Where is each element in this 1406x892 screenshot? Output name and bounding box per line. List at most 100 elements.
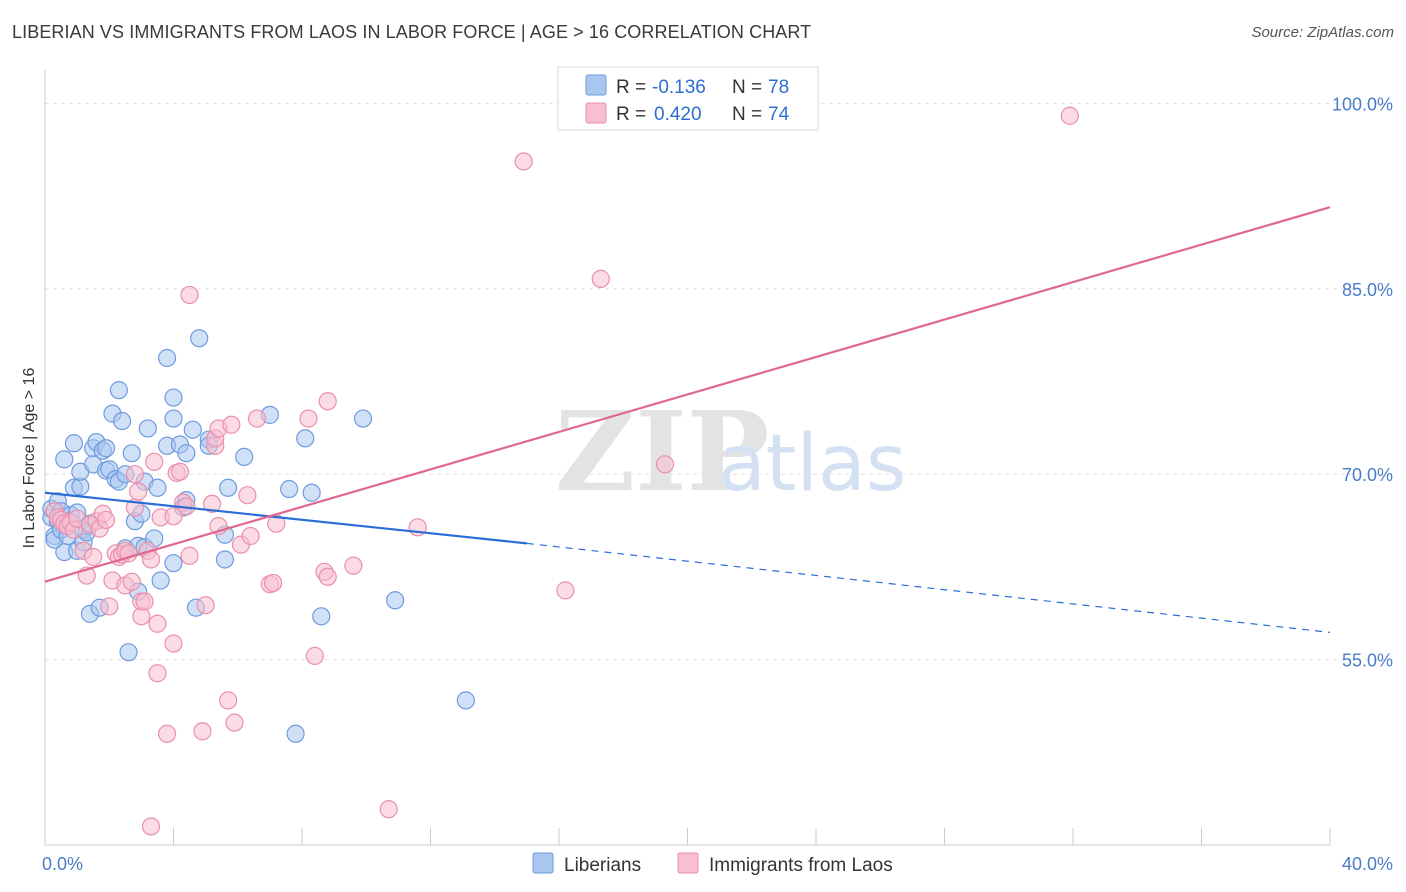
legend-swatch-liberians xyxy=(585,74,607,96)
point-laos-72 xyxy=(514,152,533,171)
point-laos-60 xyxy=(247,409,267,428)
legend: R = -0.136 N = 78 R = 0.420 N = 74 xyxy=(557,66,819,131)
point-laos-69 xyxy=(344,556,363,575)
point-laos-65 xyxy=(305,646,324,665)
point-laos-64 xyxy=(299,409,318,428)
point-liberians-68 xyxy=(235,447,254,466)
point-laos-11 xyxy=(84,547,103,567)
bottom-legend-label-liberians: Liberians xyxy=(564,855,641,876)
point-liberians-71 xyxy=(286,724,305,743)
point-laos-32 xyxy=(141,817,161,836)
point-laos-67 xyxy=(318,567,337,586)
trend-line-liberians xyxy=(44,491,527,545)
point-laos-36 xyxy=(148,664,167,683)
point-liberians-60 xyxy=(183,420,202,439)
point-liberians-74 xyxy=(312,607,331,626)
point-laos-15 xyxy=(96,510,116,530)
chart-title: LIBERIAN VS IMMIGRANTS FROM LAOS IN LABO… xyxy=(12,22,812,42)
point-laos-25 xyxy=(125,465,145,484)
point-laos-30 xyxy=(135,592,154,611)
point-laos-74 xyxy=(591,269,610,288)
point-liberians-39 xyxy=(119,643,138,662)
point-laos-47 xyxy=(193,722,212,741)
point-laos-59 xyxy=(241,526,260,546)
point-laos-38 xyxy=(157,724,177,743)
point-laos-68 xyxy=(318,392,337,411)
point-laos-49 xyxy=(202,494,222,513)
point-liberians-76 xyxy=(386,591,405,610)
legend-r-label-laos: R = xyxy=(616,104,646,125)
y-tick-label-1: 70.0% xyxy=(1342,465,1393,485)
point-liberians-36 xyxy=(112,411,132,431)
point-laos-16 xyxy=(100,597,119,616)
point-laos-76 xyxy=(1060,106,1079,125)
point-liberians-73 xyxy=(302,483,321,502)
point-laos-35 xyxy=(148,614,167,633)
point-laos-29 xyxy=(132,607,151,626)
trend-line-laos xyxy=(44,206,1331,583)
bottom-legend-swatch-laos xyxy=(677,852,699,874)
x-tick-labels: 0.0% 40.0% xyxy=(42,854,1393,874)
point-liberians-29 xyxy=(96,439,116,458)
point-laos-46 xyxy=(180,546,199,565)
legend-n-label-laos: N = xyxy=(732,104,762,125)
point-laos-42 xyxy=(170,462,190,481)
point-liberians-66 xyxy=(215,550,234,569)
x-tick-label-0: 0.0% xyxy=(42,854,83,874)
point-liberians-70 xyxy=(280,479,299,499)
point-liberians-75 xyxy=(353,409,373,428)
point-laos-24 xyxy=(122,572,141,591)
point-laos-70 xyxy=(379,800,398,819)
point-laos-34 xyxy=(145,452,164,471)
legend-r-label-liberians: R = xyxy=(616,77,646,98)
legend-n-value-liberians: 78 xyxy=(768,77,789,98)
point-laos-54 xyxy=(219,691,238,710)
watermark-zip: ZIP xyxy=(555,387,769,516)
bottom-legend: Liberians Immigrants from Laos xyxy=(532,852,893,876)
point-laos-27 xyxy=(129,482,148,501)
point-laos-55 xyxy=(222,415,241,434)
bottom-legend-swatch-liberians xyxy=(532,852,554,874)
x-tick-label-1: 40.0% xyxy=(1342,854,1393,874)
trend-line-liberians-extension xyxy=(526,542,1331,633)
gridlines xyxy=(45,102,1392,661)
point-laos-73 xyxy=(556,581,575,600)
series-laos-points xyxy=(45,106,1079,836)
y-tick-label-0: 55.0% xyxy=(1342,651,1393,671)
point-liberians-50 xyxy=(151,571,170,590)
bottom-legend-label-laos: Immigrants from Laos xyxy=(709,855,893,876)
y-tick-labels: 55.0% 70.0% 85.0% 100.0% xyxy=(1332,94,1393,670)
point-laos-39 xyxy=(164,507,183,526)
point-laos-40 xyxy=(164,634,183,653)
point-laos-58 xyxy=(238,486,257,505)
point-liberians-59 xyxy=(177,444,196,463)
point-liberians-47 xyxy=(138,419,157,438)
watermark-atlas: atlas xyxy=(718,419,907,509)
point-laos-62 xyxy=(263,573,283,593)
point-liberians-62 xyxy=(190,329,209,348)
trend-lines xyxy=(44,206,1331,633)
point-liberians-8 xyxy=(55,450,74,469)
axes xyxy=(44,70,1331,846)
point-liberians-67 xyxy=(219,478,238,497)
point-liberians-55 xyxy=(164,388,183,407)
point-liberians-72 xyxy=(296,429,315,448)
point-liberians-53 xyxy=(164,554,183,573)
point-liberians-40 xyxy=(122,444,141,463)
point-laos-75 xyxy=(655,455,675,474)
watermark: ZIP atlas xyxy=(555,387,907,516)
source-credit: Source: ZipAtlas.com xyxy=(1251,24,1394,41)
point-liberians-14 xyxy=(64,434,84,453)
y-tick-label-3: 100.0% xyxy=(1332,94,1393,114)
point-laos-48 xyxy=(196,596,215,615)
point-liberians-54 xyxy=(164,409,183,428)
point-liberians-49 xyxy=(148,478,167,497)
legend-r-value-laos: 0.420 xyxy=(654,104,702,125)
legend-r-value-liberians: -0.136 xyxy=(652,77,706,98)
y-axis-label: In Labor Force | Age > 16 xyxy=(21,368,38,549)
point-laos-56 xyxy=(225,713,244,732)
point-liberians-52 xyxy=(157,348,177,368)
legend-swatch-laos xyxy=(585,102,607,124)
point-liberians-35 xyxy=(109,381,128,400)
